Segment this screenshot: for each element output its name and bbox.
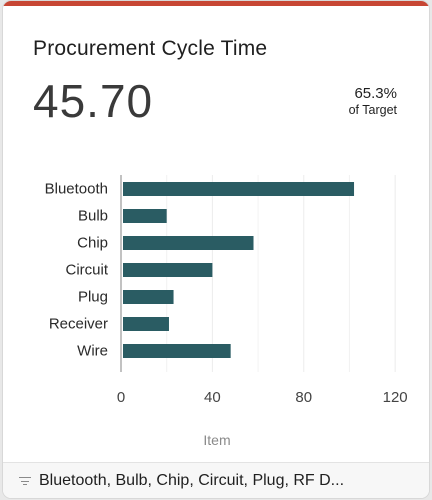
category-label: Bulb bbox=[78, 208, 108, 225]
category-label: Plug bbox=[78, 289, 108, 306]
bar-chart[interactable]: Bluetooth Bulb Chip Circuit Plug Receiver Wire… bbox=[3, 171, 429, 451]
x-tick-label: 40 bbox=[204, 389, 221, 406]
bar[interactable] bbox=[123, 317, 169, 331]
bar[interactable] bbox=[123, 290, 174, 304]
bar[interactable] bbox=[123, 344, 231, 358]
target-label: of Target bbox=[348, 103, 397, 117]
category-label: Bluetooth bbox=[45, 181, 108, 198]
x-tick-label: 120 bbox=[383, 389, 408, 406]
x-tick-label: 0 bbox=[117, 389, 125, 406]
category-label: Circuit bbox=[65, 262, 108, 279]
bar[interactable] bbox=[123, 263, 213, 277]
category-label: Wire bbox=[77, 343, 108, 360]
procurement-card[interactable]: Procurement Cycle Time 45.70 65.3% of Ta… bbox=[3, 1, 429, 498]
bar[interactable] bbox=[123, 236, 254, 250]
filter-footer[interactable]: Bluetooth, Bulb, Chip, Circuit, Plug, RF… bbox=[3, 462, 429, 498]
metric-value: 45.70 bbox=[33, 75, 154, 127]
category-label: Chip bbox=[77, 235, 108, 252]
target-percent: 65.3% bbox=[354, 85, 397, 102]
filter-summary: Bluetooth, Bulb, Chip, Circuit, Plug, RF… bbox=[39, 472, 345, 489]
card-title: Procurement Cycle Time bbox=[33, 37, 268, 60]
card-accent-bar bbox=[3, 1, 429, 6]
category-label: Receiver bbox=[49, 316, 108, 333]
x-axis-title: Item bbox=[203, 432, 230, 448]
target-indicator: 65.3% of Target bbox=[349, 85, 397, 118]
filter-icon bbox=[19, 476, 31, 486]
bar-chart-svg: Bluetooth Bulb Chip Circuit Plug Receiver Wire… bbox=[45, 175, 408, 448]
bar[interactable] bbox=[123, 182, 355, 196]
bar[interactable] bbox=[123, 209, 167, 223]
x-tick-label: 80 bbox=[295, 389, 312, 406]
